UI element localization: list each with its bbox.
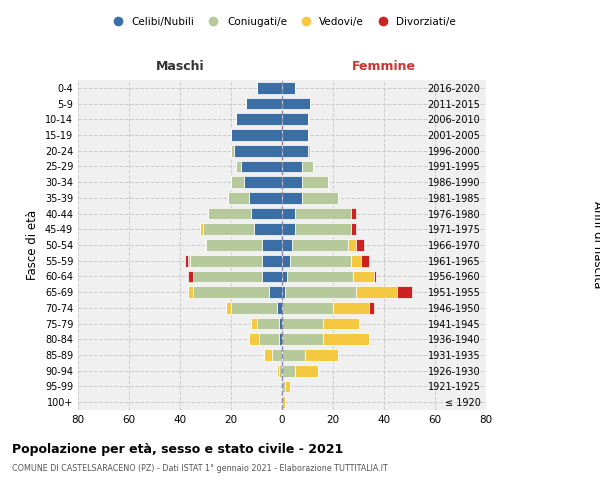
Bar: [302, 192, 338, 204]
Bar: [282, 318, 323, 330]
Bar: [397, 286, 412, 298]
Bar: [351, 224, 356, 235]
Bar: [249, 334, 259, 345]
Bar: [295, 208, 351, 220]
Bar: [374, 270, 376, 282]
Bar: [277, 365, 280, 376]
Bar: [356, 239, 364, 251]
Bar: [282, 98, 310, 110]
Bar: [284, 286, 356, 298]
Bar: [351, 255, 361, 266]
Bar: [356, 286, 397, 298]
Bar: [282, 286, 284, 298]
Bar: [282, 380, 284, 392]
Bar: [282, 239, 292, 251]
Bar: [236, 114, 282, 125]
Bar: [282, 176, 302, 188]
Bar: [351, 208, 356, 220]
Bar: [292, 239, 348, 251]
Bar: [229, 192, 249, 204]
Bar: [205, 239, 262, 251]
Bar: [231, 145, 233, 156]
Bar: [282, 349, 305, 361]
Bar: [280, 318, 282, 330]
Bar: [257, 318, 280, 330]
Bar: [231, 302, 277, 314]
Bar: [282, 129, 308, 141]
Bar: [231, 129, 282, 141]
Bar: [282, 224, 295, 235]
Bar: [302, 160, 313, 172]
Text: Anni di nascita: Anni di nascita: [590, 202, 600, 288]
Bar: [233, 145, 282, 156]
Bar: [208, 208, 251, 220]
Bar: [305, 349, 338, 361]
Bar: [264, 349, 272, 361]
Bar: [231, 176, 244, 188]
Bar: [282, 82, 295, 94]
Bar: [295, 365, 318, 376]
Bar: [282, 192, 302, 204]
Bar: [249, 192, 282, 204]
Bar: [269, 286, 282, 298]
Bar: [203, 224, 254, 235]
Bar: [282, 396, 284, 408]
Bar: [193, 286, 269, 298]
Bar: [200, 224, 203, 235]
Text: Femmine: Femmine: [352, 60, 416, 72]
Bar: [280, 365, 282, 376]
Text: Popolazione per età, sesso e stato civile - 2021: Popolazione per età, sesso e stato civil…: [12, 442, 343, 456]
Bar: [257, 82, 282, 94]
Bar: [241, 160, 282, 172]
Bar: [193, 270, 262, 282]
Bar: [254, 224, 282, 235]
Bar: [246, 98, 282, 110]
Bar: [295, 224, 351, 235]
Bar: [282, 270, 287, 282]
Bar: [251, 208, 282, 220]
Bar: [282, 160, 302, 172]
Bar: [282, 145, 308, 156]
Bar: [348, 239, 356, 251]
Bar: [244, 176, 282, 188]
Bar: [188, 286, 193, 298]
Bar: [353, 270, 374, 282]
Bar: [282, 255, 290, 266]
Bar: [282, 365, 295, 376]
Bar: [287, 270, 353, 282]
Bar: [262, 239, 282, 251]
Bar: [272, 349, 282, 361]
Bar: [361, 255, 368, 266]
Bar: [333, 302, 368, 314]
Bar: [290, 255, 351, 266]
Bar: [277, 302, 282, 314]
Bar: [282, 334, 323, 345]
Bar: [282, 208, 295, 220]
Bar: [251, 318, 257, 330]
Bar: [302, 176, 328, 188]
Bar: [262, 255, 282, 266]
Bar: [284, 380, 290, 392]
Y-axis label: Fasce di età: Fasce di età: [26, 210, 39, 280]
Bar: [308, 145, 310, 156]
Bar: [262, 270, 282, 282]
Text: Maschi: Maschi: [155, 60, 205, 72]
Bar: [188, 255, 190, 266]
Bar: [185, 255, 188, 266]
Bar: [226, 302, 231, 314]
Bar: [323, 334, 369, 345]
Bar: [323, 318, 359, 330]
Bar: [190, 255, 262, 266]
Bar: [259, 334, 280, 345]
Bar: [282, 114, 308, 125]
Bar: [236, 160, 241, 172]
Bar: [282, 302, 333, 314]
Legend: Celibi/Nubili, Coniugati/e, Vedovi/e, Divorziati/e: Celibi/Nubili, Coniugati/e, Vedovi/e, Di…: [104, 12, 460, 31]
Bar: [188, 270, 193, 282]
Bar: [280, 334, 282, 345]
Text: COMUNE DI CASTELSARACENO (PZ) - Dati ISTAT 1° gennaio 2021 - Elaborazione TUTTIT: COMUNE DI CASTELSARACENO (PZ) - Dati IST…: [12, 464, 388, 473]
Bar: [369, 302, 374, 314]
